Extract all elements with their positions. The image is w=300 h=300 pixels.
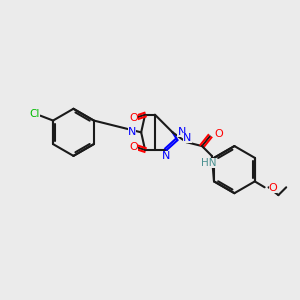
Text: Cl: Cl bbox=[29, 109, 40, 119]
Text: HN: HN bbox=[201, 158, 217, 168]
Text: N: N bbox=[161, 151, 170, 161]
Text: O: O bbox=[268, 183, 277, 193]
Text: O: O bbox=[129, 112, 138, 123]
Text: O: O bbox=[215, 129, 224, 139]
Text: N: N bbox=[183, 133, 192, 143]
Text: N: N bbox=[128, 127, 136, 137]
Text: O: O bbox=[129, 142, 138, 152]
Text: N: N bbox=[178, 127, 186, 137]
